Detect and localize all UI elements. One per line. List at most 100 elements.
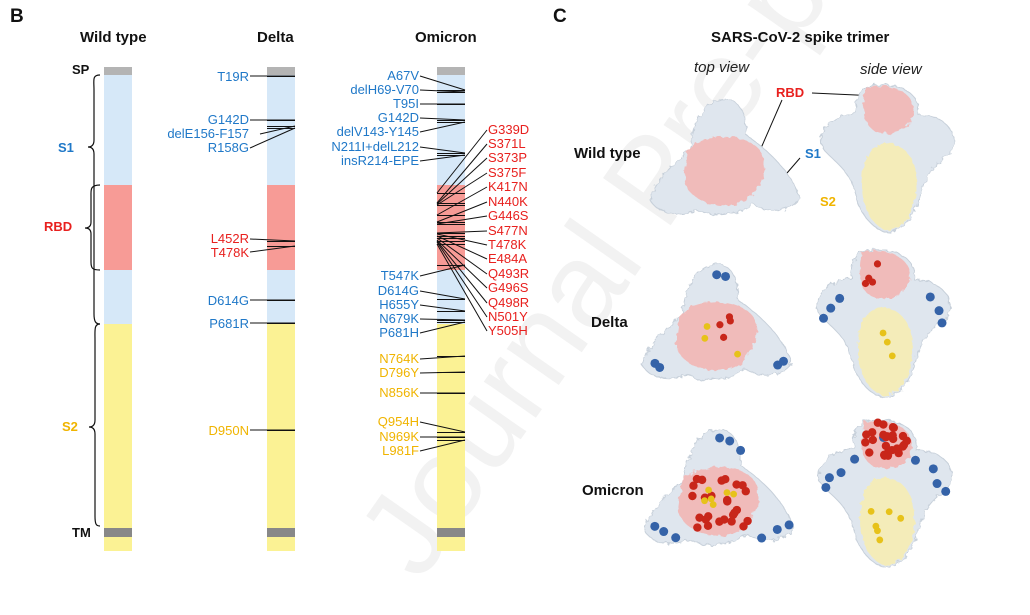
- row-label-delta: Delta: [591, 314, 628, 331]
- omicron-side-mutation-red: [879, 430, 888, 440]
- tick-delta-dele156: [267, 126, 295, 128]
- tick-omi-q954h: [437, 432, 465, 434]
- column-title-delta: Delta: [257, 29, 294, 46]
- column-title-wild-type: Wild type: [80, 29, 147, 46]
- omicron-top-mutation-blue: [715, 433, 725, 443]
- tick-omi-delv143: [437, 122, 465, 124]
- tick-delta-l452r: [267, 241, 295, 243]
- omicron-rbd-mutation-t478k: T478K: [488, 237, 527, 252]
- delta-spike-bar: [267, 67, 295, 551]
- tick-omi-s371l: [437, 203, 465, 205]
- omicron-mutation-t547k: T547K: [380, 268, 419, 283]
- delta-side-mutation-blue: [826, 303, 836, 313]
- omicron-top-mutation-red: [743, 516, 752, 526]
- tick-delta-t478k: [267, 246, 295, 248]
- omicron-side-mutation-red: [862, 430, 871, 439]
- delta-top-mutation-blue: [650, 358, 660, 368]
- omicron-top-mutation-red: [704, 512, 713, 521]
- omicron-top-mutation-red: [695, 513, 704, 522]
- omicron-top-mutation-red: [700, 493, 710, 502]
- omicron-mutation-n211i-dell212: N211I+delL212: [331, 139, 419, 154]
- tick-omi-p681h: [437, 322, 465, 324]
- panel-c-letter: C: [553, 6, 567, 27]
- delta-top-mutation-yellow: [703, 323, 711, 330]
- tick-omi-l981f: [437, 440, 465, 442]
- omicron-side-mutation-red: [873, 418, 883, 427]
- row-label-omicron: Omicron: [582, 482, 644, 499]
- view-label-side: side view: [860, 61, 922, 78]
- omicron-top-mutation-red: [730, 508, 739, 518]
- sp-segment: [267, 67, 295, 75]
- delta-top-mutation-red: [716, 321, 724, 329]
- tick-delta-d614g: [267, 300, 295, 302]
- omicron-top-mutation-blue: [772, 524, 782, 534]
- omicron-mutation-a67v: A67V: [387, 68, 419, 83]
- wild-type-side-view-rbd: [863, 85, 914, 134]
- omicron-side-mutation-red: [883, 451, 893, 460]
- delta-mutation-g142d: G142D: [207, 112, 249, 127]
- omicron-side-mutation-yellow: [872, 522, 880, 530]
- rbd-segment: [437, 185, 465, 270]
- delta-side-mutation-blue: [937, 318, 947, 328]
- omicron-top-mutation-red: [701, 515, 710, 524]
- annotation-s2: S2: [820, 194, 836, 209]
- s2-segment: [437, 324, 465, 528]
- omicron-side-mutation-yellow: [876, 536, 884, 544]
- tick-omi-s375f: [437, 205, 465, 207]
- omicron-top-mutation-red: [715, 517, 724, 526]
- s2-segment: [267, 324, 295, 528]
- delta-side-mutation-yellow: [883, 338, 891, 346]
- tick-delta-t19r: [267, 76, 295, 78]
- s1-bracket: [87, 74, 101, 325]
- tm-segment: [267, 528, 295, 537]
- tick-omi-g142d: [437, 120, 465, 122]
- omicron-top-mutation-red: [721, 475, 730, 484]
- delta-top-mutation-blue: [721, 271, 731, 281]
- omicron-mutation-n764k: N764K: [379, 351, 419, 366]
- wild-type-side-view-surface: [820, 84, 955, 234]
- omicron-top-mutation-yellow: [723, 489, 731, 496]
- omicron-top-mutation-red: [723, 497, 732, 506]
- omicron-side-mutation-red: [865, 448, 874, 457]
- omicron-rbd-mutation-e484a: E484A: [488, 251, 528, 266]
- omicron-top-mutation-red: [697, 475, 707, 485]
- panel-c-title: SARS-CoV-2 spike trimer: [711, 29, 890, 46]
- omicron-mutation-n969k: N969K: [379, 429, 419, 444]
- omicron-mutation-p681h: P681H: [379, 325, 419, 340]
- delta-mutation-t19r: T19R: [217, 69, 249, 84]
- s1-segment-lower: [437, 270, 465, 324]
- omicron-mutation-n679k: N679K: [379, 311, 419, 326]
- omicron-top-mutation-red: [732, 480, 741, 489]
- delta-side-mutation-blue: [819, 313, 829, 323]
- omicron-rbd-mutation-n501y: N501Y: [488, 309, 528, 324]
- delta-side-mutation-yellow: [879, 329, 887, 337]
- omicron-side-mutation-red: [867, 428, 877, 437]
- omicron-top-mutation-red: [720, 515, 729, 524]
- tick-delta-d950n: [267, 430, 295, 432]
- omicron-side-mutation-blue: [878, 432, 888, 442]
- delta-top-mutation-yellow: [701, 334, 709, 342]
- omicron-side-mutation-red: [894, 448, 903, 458]
- omicron-top-mutation-red: [688, 491, 697, 501]
- omicron-top-mutation-red: [707, 491, 716, 501]
- delta-side-mutation-red: [868, 278, 877, 286]
- tick-delta-p681r: [267, 323, 295, 325]
- omicron-side-mutation-red: [888, 434, 898, 444]
- omicron-side-mutation-yellow: [874, 527, 881, 535]
- omicron-mutation-q954h: Q954H: [377, 414, 419, 429]
- omicron-side-mutation-blue: [824, 473, 834, 483]
- delta-side-mutation-yellow: [888, 352, 896, 360]
- omicron-side-mutation-red: [879, 450, 889, 460]
- omicron-top-mutation-blue: [659, 527, 669, 537]
- rbd-bracket: [84, 184, 101, 271]
- tick-omi-q498r: [437, 241, 465, 243]
- watermark: Journal Pre-proof: [331, 0, 974, 599]
- rbd-segment: [104, 185, 132, 270]
- delta-top-mutation-yellow: [734, 350, 741, 358]
- delta-top-mutation-red: [720, 333, 728, 341]
- omicron-side-mutation-blue: [910, 455, 920, 465]
- omicron-side-mutation-red: [861, 438, 870, 447]
- omicron-side-mutation-red: [888, 431, 897, 440]
- omicron-side-mutation-red: [899, 440, 909, 450]
- tick-omi-g339d: [437, 193, 465, 195]
